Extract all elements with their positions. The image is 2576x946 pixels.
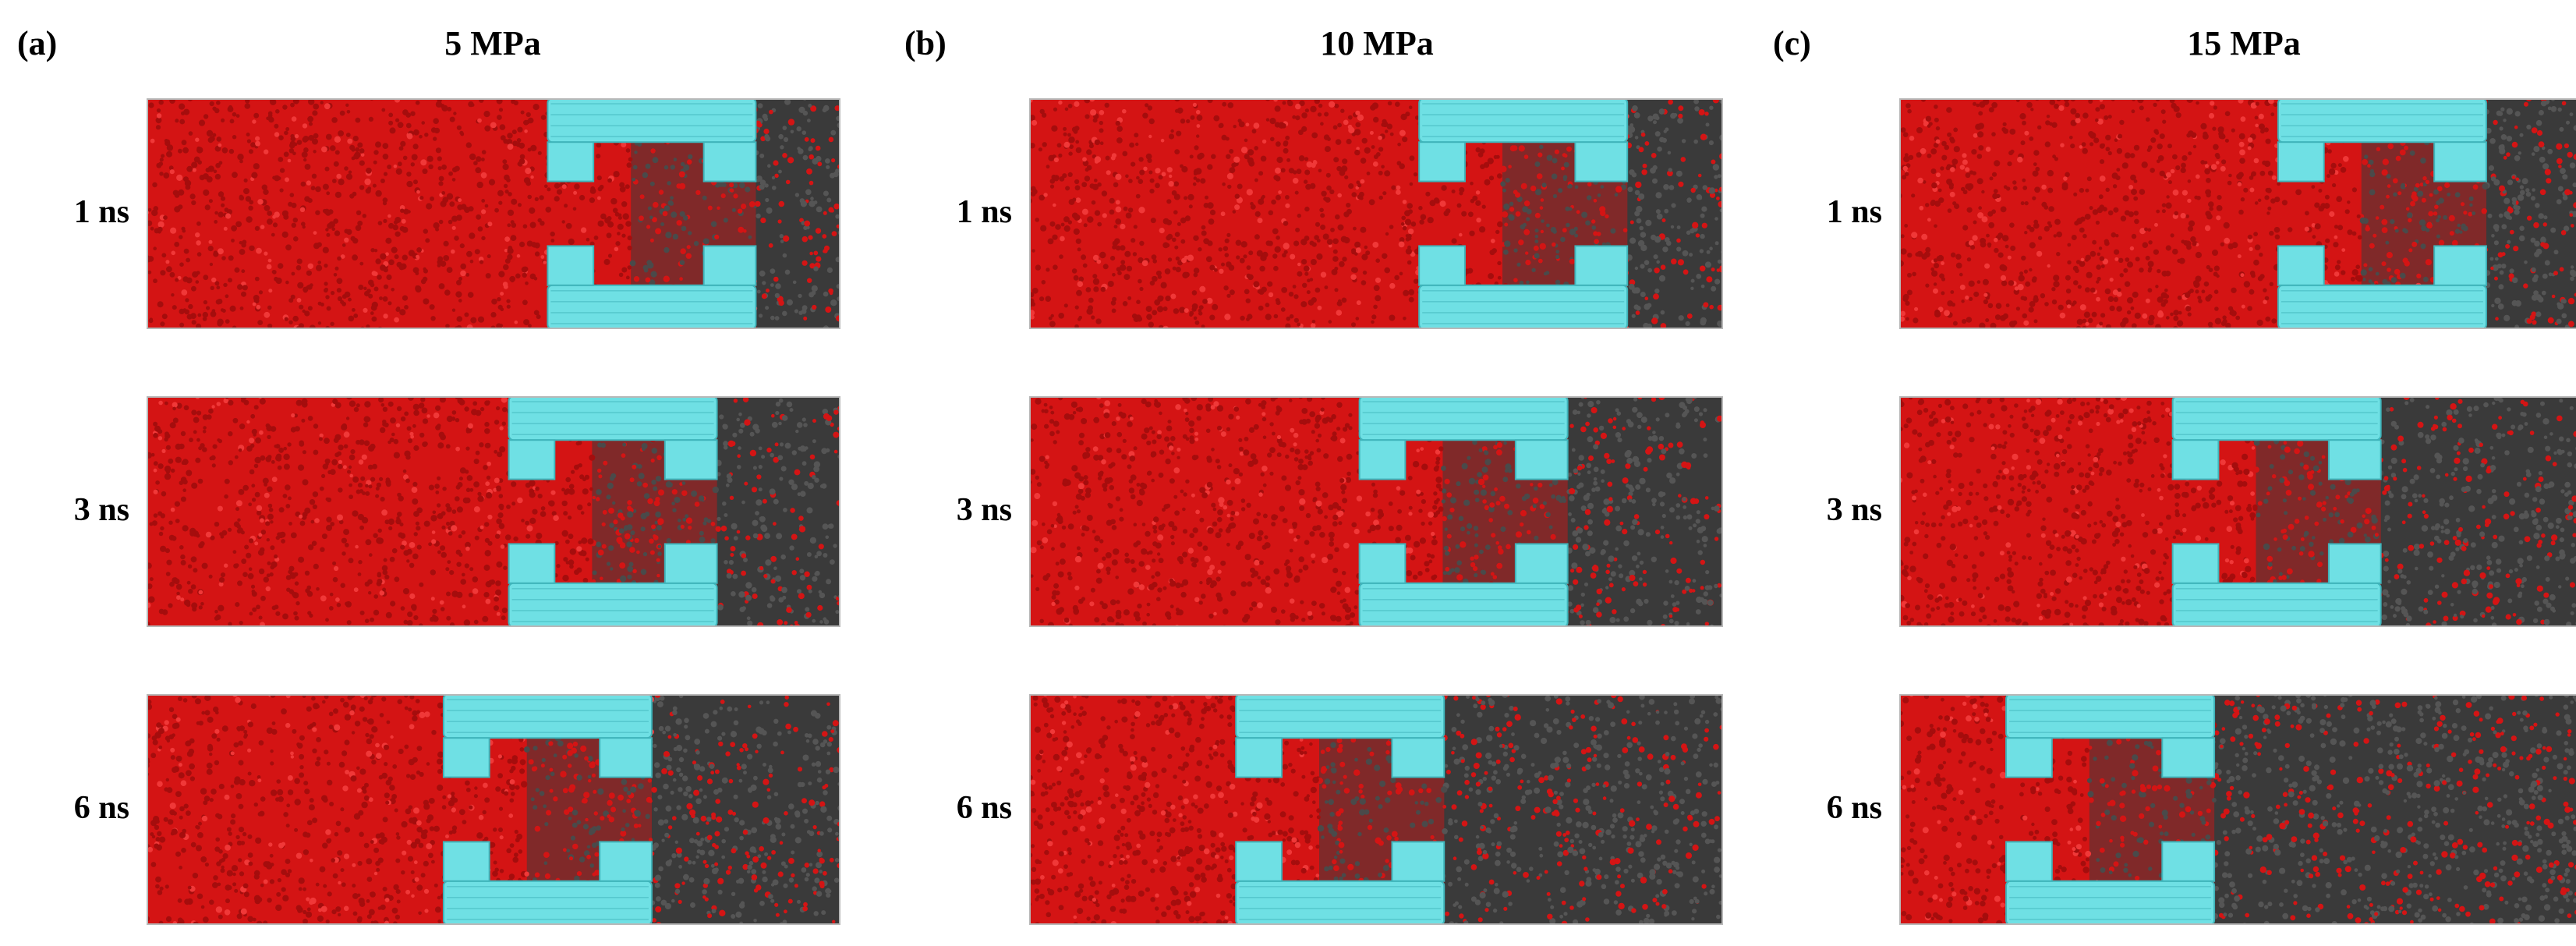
panel-title-c: 15 MPa (2187, 24, 2301, 62)
gas-region (2380, 396, 2576, 627)
simulation-snapshot (1029, 694, 1723, 925)
simulation-snapshot (147, 98, 840, 329)
panel-title-a: 5 MPa (444, 24, 541, 62)
simulation-snapshot (1899, 694, 2576, 925)
panel-letter-c: (c) (1773, 24, 1811, 62)
simulation-snapshot (1899, 98, 2576, 329)
box-border (147, 694, 840, 925)
simulation-snapshot (147, 694, 840, 925)
membrane (2171, 396, 2382, 627)
molecule-texture (1899, 98, 2576, 329)
time-label: 3 ns (1826, 492, 1882, 528)
time-label: 6 ns (1826, 790, 1882, 826)
time-label: 3 ns (956, 492, 1012, 528)
box-border (147, 396, 840, 627)
simulation-snapshot (1029, 98, 1723, 329)
panel-title-b: 10 MPa (1320, 24, 1434, 62)
time-label: 6 ns (956, 790, 1012, 826)
time-label: 1 ns (1826, 194, 1882, 230)
box-border (1899, 396, 2576, 627)
box-border (1899, 694, 2576, 925)
box-border (1029, 694, 1723, 925)
membrane (547, 98, 757, 329)
membrane (508, 396, 718, 627)
panel-letter-a: (a) (17, 24, 58, 62)
box-border (1029, 396, 1723, 627)
gas-region (717, 396, 840, 627)
membrane (1418, 98, 1629, 329)
box-border (1029, 98, 1723, 329)
membrane (442, 694, 653, 925)
time-label: 6 ns (73, 790, 129, 826)
gas-region (2214, 694, 2576, 925)
membrane (2277, 98, 2487, 329)
membrane (1358, 396, 1569, 627)
simulation-snapshot (1899, 396, 2576, 627)
simulation-snapshot (1029, 396, 1723, 627)
box-border (1899, 98, 2576, 329)
gas-region (2486, 98, 2576, 329)
time-label: 1 ns (73, 194, 129, 230)
time-label: 3 ns (73, 492, 129, 528)
time-label: 1 ns (956, 194, 1012, 230)
membrane (2005, 694, 2216, 925)
box-border (147, 98, 840, 329)
simulation-snapshot (147, 396, 840, 627)
gas-region (651, 694, 840, 925)
panel-letter-b: (b) (904, 24, 947, 62)
